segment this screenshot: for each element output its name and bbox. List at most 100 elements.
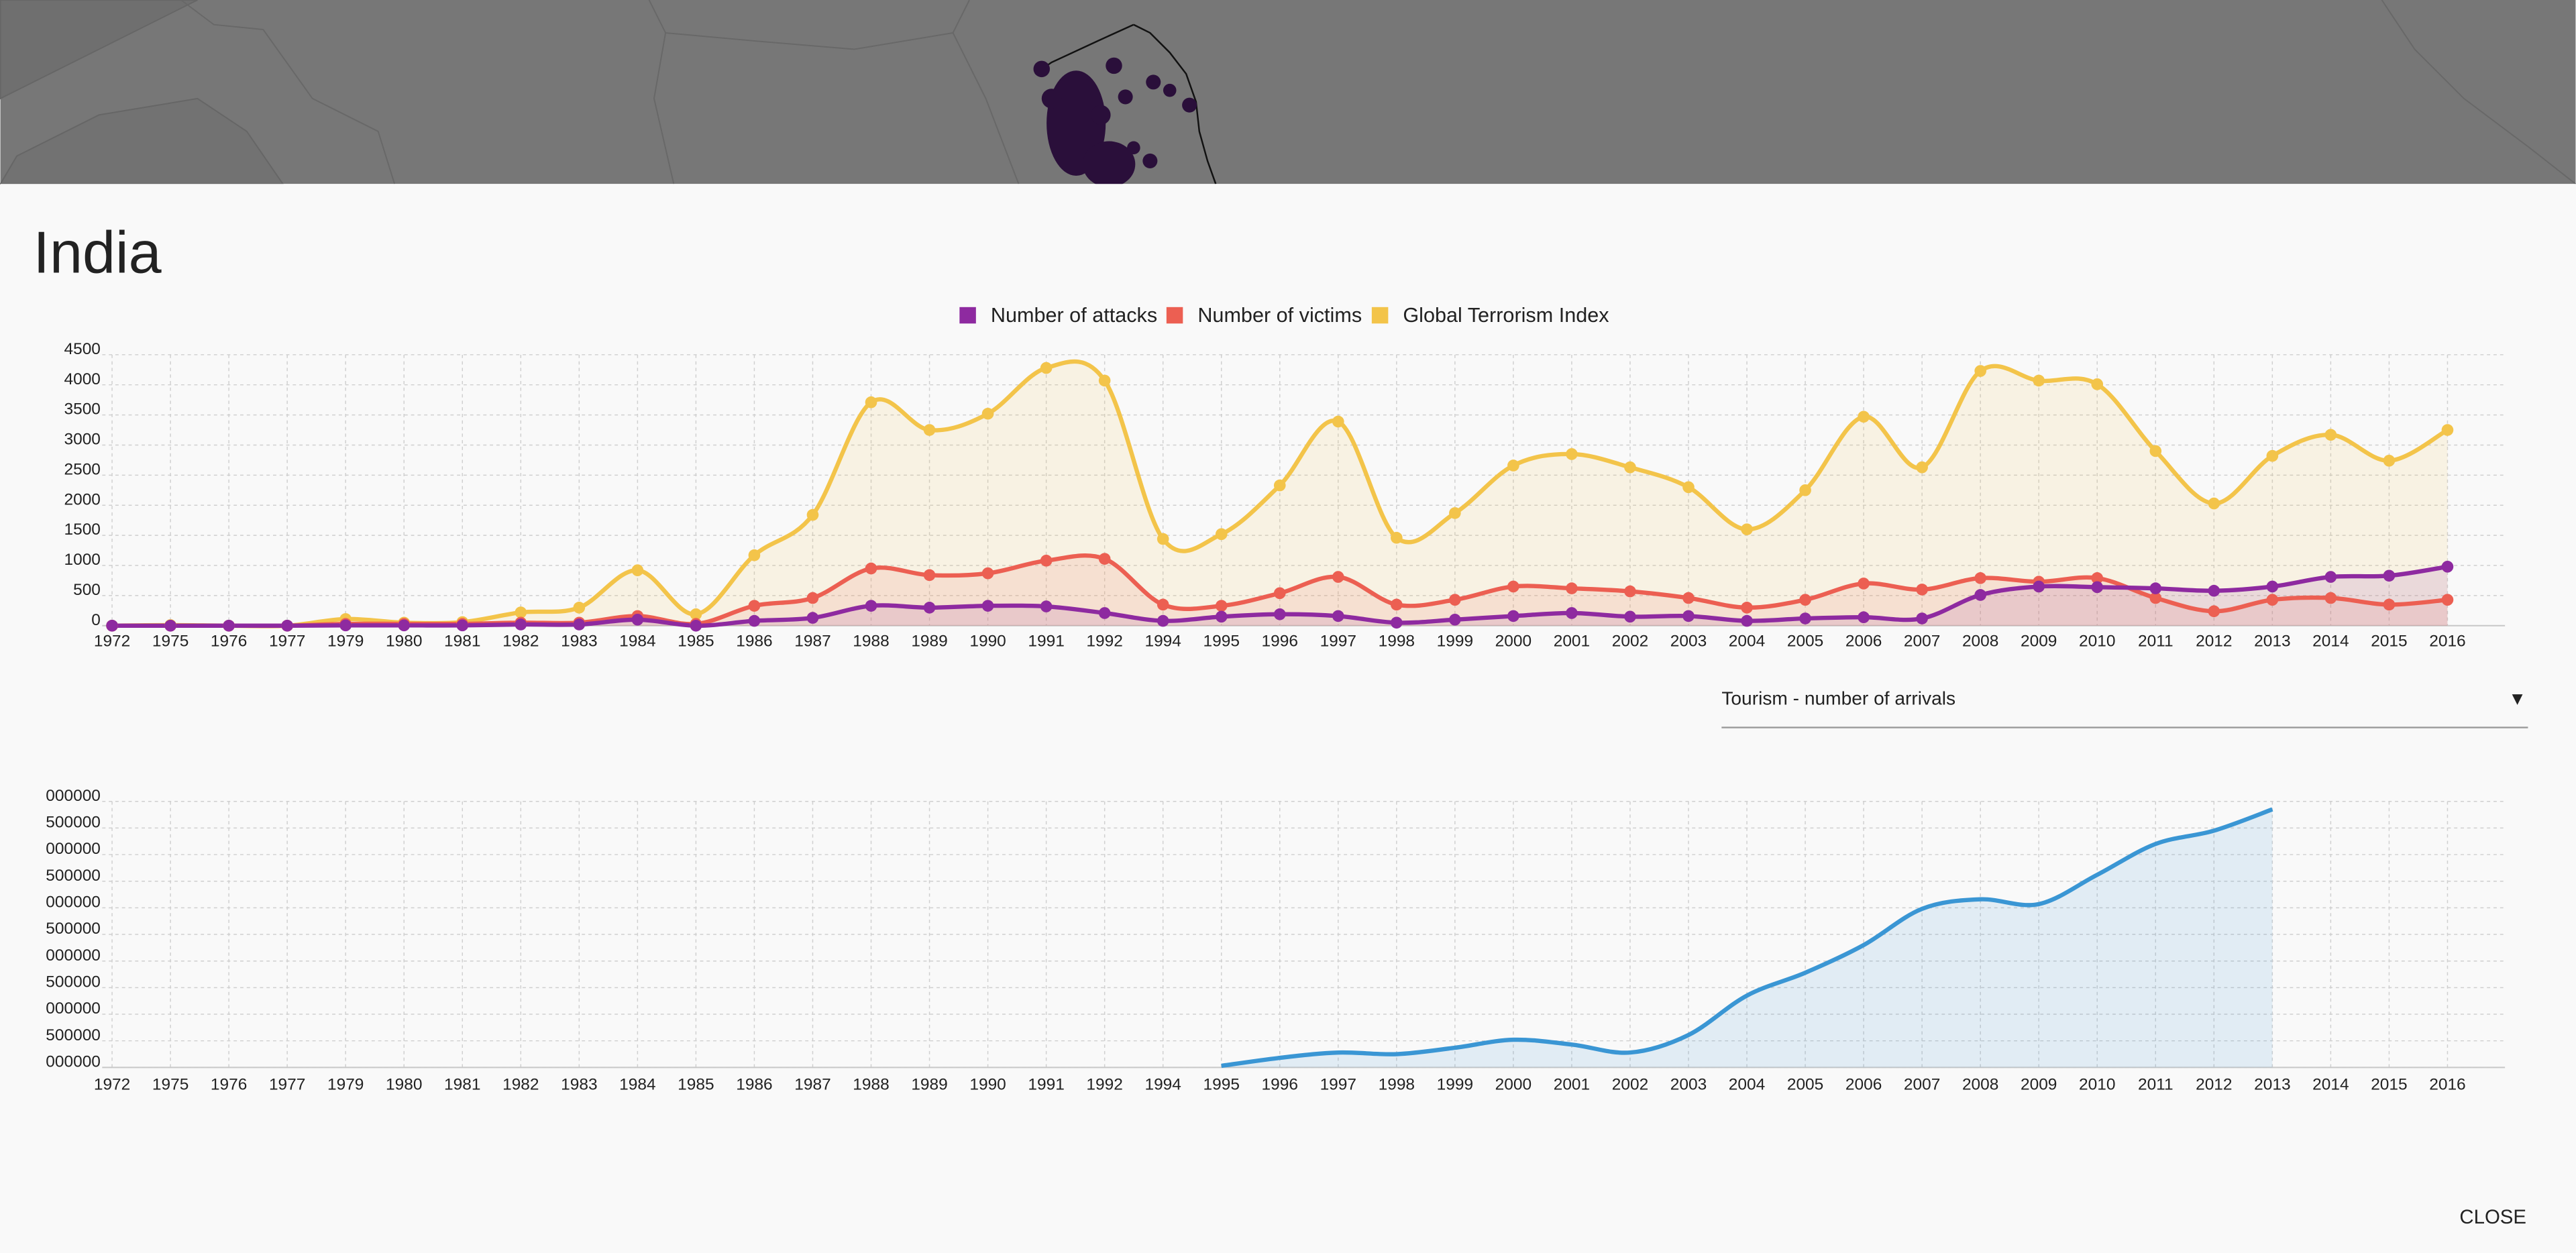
x-tick-label: 1983 xyxy=(561,1076,597,1094)
data-point xyxy=(1858,411,1870,423)
attack-dot xyxy=(1041,89,1062,109)
data-point xyxy=(1916,584,1928,596)
attack-dot xyxy=(1142,153,1158,168)
data-point xyxy=(748,614,761,627)
x-tick-label: 1976 xyxy=(211,633,247,651)
data-point xyxy=(2266,594,2279,606)
data-point xyxy=(1157,533,1169,545)
data-point xyxy=(2324,429,2337,441)
legend-label[interactable]: Number of victims xyxy=(1197,304,1362,327)
x-tick-label: 2009 xyxy=(2021,633,2057,651)
legend-item[interactable]: Global Terrorism Index xyxy=(1371,304,1609,327)
series-line xyxy=(112,359,2449,629)
data-point xyxy=(1566,607,1578,619)
data-point xyxy=(1916,612,1928,624)
dropdown[interactable]: Tourism - number of arrivals ▼ xyxy=(1721,688,2528,728)
data-point xyxy=(1098,553,1111,565)
data-point xyxy=(748,600,761,612)
series-line xyxy=(1221,807,2273,1069)
x-tick-label: 1998 xyxy=(1379,1076,1415,1094)
attack-dot xyxy=(1033,60,1051,78)
attack-dot xyxy=(1146,74,1161,90)
data-point xyxy=(1098,607,1111,619)
data-point xyxy=(2208,605,2220,618)
data-point xyxy=(1799,594,1811,606)
legend[interactable]: Number of attacks Number of victims Global… xyxy=(959,304,1609,327)
x-tick-label: 1982 xyxy=(502,633,539,651)
data-point xyxy=(1507,610,1519,622)
data-point xyxy=(1741,602,1753,614)
x-tick-label: 2003 xyxy=(1670,633,1707,651)
legend-swatch[interactable] xyxy=(1371,307,1389,324)
close-button[interactable]: CLOSE xyxy=(2459,1206,2526,1228)
x-tick-label: 2016 xyxy=(2429,1076,2465,1094)
x-tick-label: 1997 xyxy=(1320,633,1356,651)
x-tick-label: 1991 xyxy=(1028,633,1064,651)
data-point xyxy=(1741,523,1753,535)
dropdown-label[interactable]: Tourism - number of arrivals xyxy=(1721,688,1955,708)
y-tick-label: 000000 xyxy=(46,999,101,1018)
x-tick-label: 1988 xyxy=(853,633,889,651)
data-point xyxy=(981,567,994,580)
data-point xyxy=(1858,578,1870,590)
data-point xyxy=(865,396,877,408)
series-area xyxy=(112,361,2448,626)
data-point xyxy=(806,508,819,521)
legend-item[interactable]: Number of victims xyxy=(1166,304,1362,327)
map-region xyxy=(0,0,198,100)
country-title: India xyxy=(34,219,162,285)
x-tick-label: 2009 xyxy=(2021,1076,2057,1094)
data-point xyxy=(1682,592,1695,604)
x-tick-label: 2010 xyxy=(2079,633,2115,651)
data-point xyxy=(1332,610,1344,622)
y-tick-label: 4500 xyxy=(64,340,100,358)
data-point xyxy=(748,549,761,561)
data-point xyxy=(1215,528,1228,541)
series-area xyxy=(1221,809,2273,1068)
y-tick-label: 1000 xyxy=(64,551,100,569)
x-tick-label: 1984 xyxy=(619,633,655,651)
x-tick-label: 1994 xyxy=(1144,1076,1181,1094)
legend-label[interactable]: Global Terrorism Index xyxy=(1403,304,1609,327)
legend-item[interactable]: Number of attacks xyxy=(959,304,1157,327)
data-point xyxy=(2441,424,2454,436)
data-point xyxy=(1098,374,1111,387)
data-point xyxy=(631,564,644,577)
y-tick-label: 500000 xyxy=(46,973,101,991)
x-tick-label: 1981 xyxy=(444,1076,480,1094)
legend-label[interactable]: Number of attacks xyxy=(991,304,1157,327)
attack-dot xyxy=(1163,83,1177,97)
x-tick-label: 1979 xyxy=(327,1076,364,1094)
dropdown-arrow[interactable]: ▼ xyxy=(2508,688,2526,708)
data-point xyxy=(1566,582,1578,594)
x-tick-label: 1975 xyxy=(152,633,189,651)
data-point xyxy=(1157,598,1169,611)
x-tick-label: 1995 xyxy=(1203,633,1240,651)
x-tick-label: 2004 xyxy=(1729,1076,1765,1094)
x-tick-label: 2003 xyxy=(1670,1076,1707,1094)
x-tick-label: 1999 xyxy=(1437,1076,1473,1094)
data-point xyxy=(981,600,994,612)
x-tick-label: 2015 xyxy=(2371,633,2407,651)
data-point xyxy=(1682,610,1695,622)
x-tick-label: 1986 xyxy=(736,1076,772,1094)
data-point xyxy=(2149,592,2162,604)
data-point xyxy=(2208,497,2220,510)
data-point xyxy=(2266,449,2279,462)
x-tick-label: 1990 xyxy=(969,633,1006,651)
x-tick-label: 1989 xyxy=(911,1076,947,1094)
legend-swatch[interactable] xyxy=(959,307,976,324)
data-point xyxy=(806,592,819,604)
y-tick-label: 500000 xyxy=(46,867,101,885)
x-tick-label: 1987 xyxy=(794,633,830,651)
data-point xyxy=(2149,582,2162,594)
x-tick-label: 2012 xyxy=(2196,1076,2232,1094)
x-tick-label: 1977 xyxy=(269,1076,305,1094)
data-point xyxy=(1391,531,1403,544)
data-point xyxy=(1040,362,1053,374)
x-tick-label: 1990 xyxy=(969,1076,1006,1094)
data-point xyxy=(573,602,586,614)
legend-swatch[interactable] xyxy=(1166,307,1183,324)
data-point xyxy=(2383,569,2396,582)
